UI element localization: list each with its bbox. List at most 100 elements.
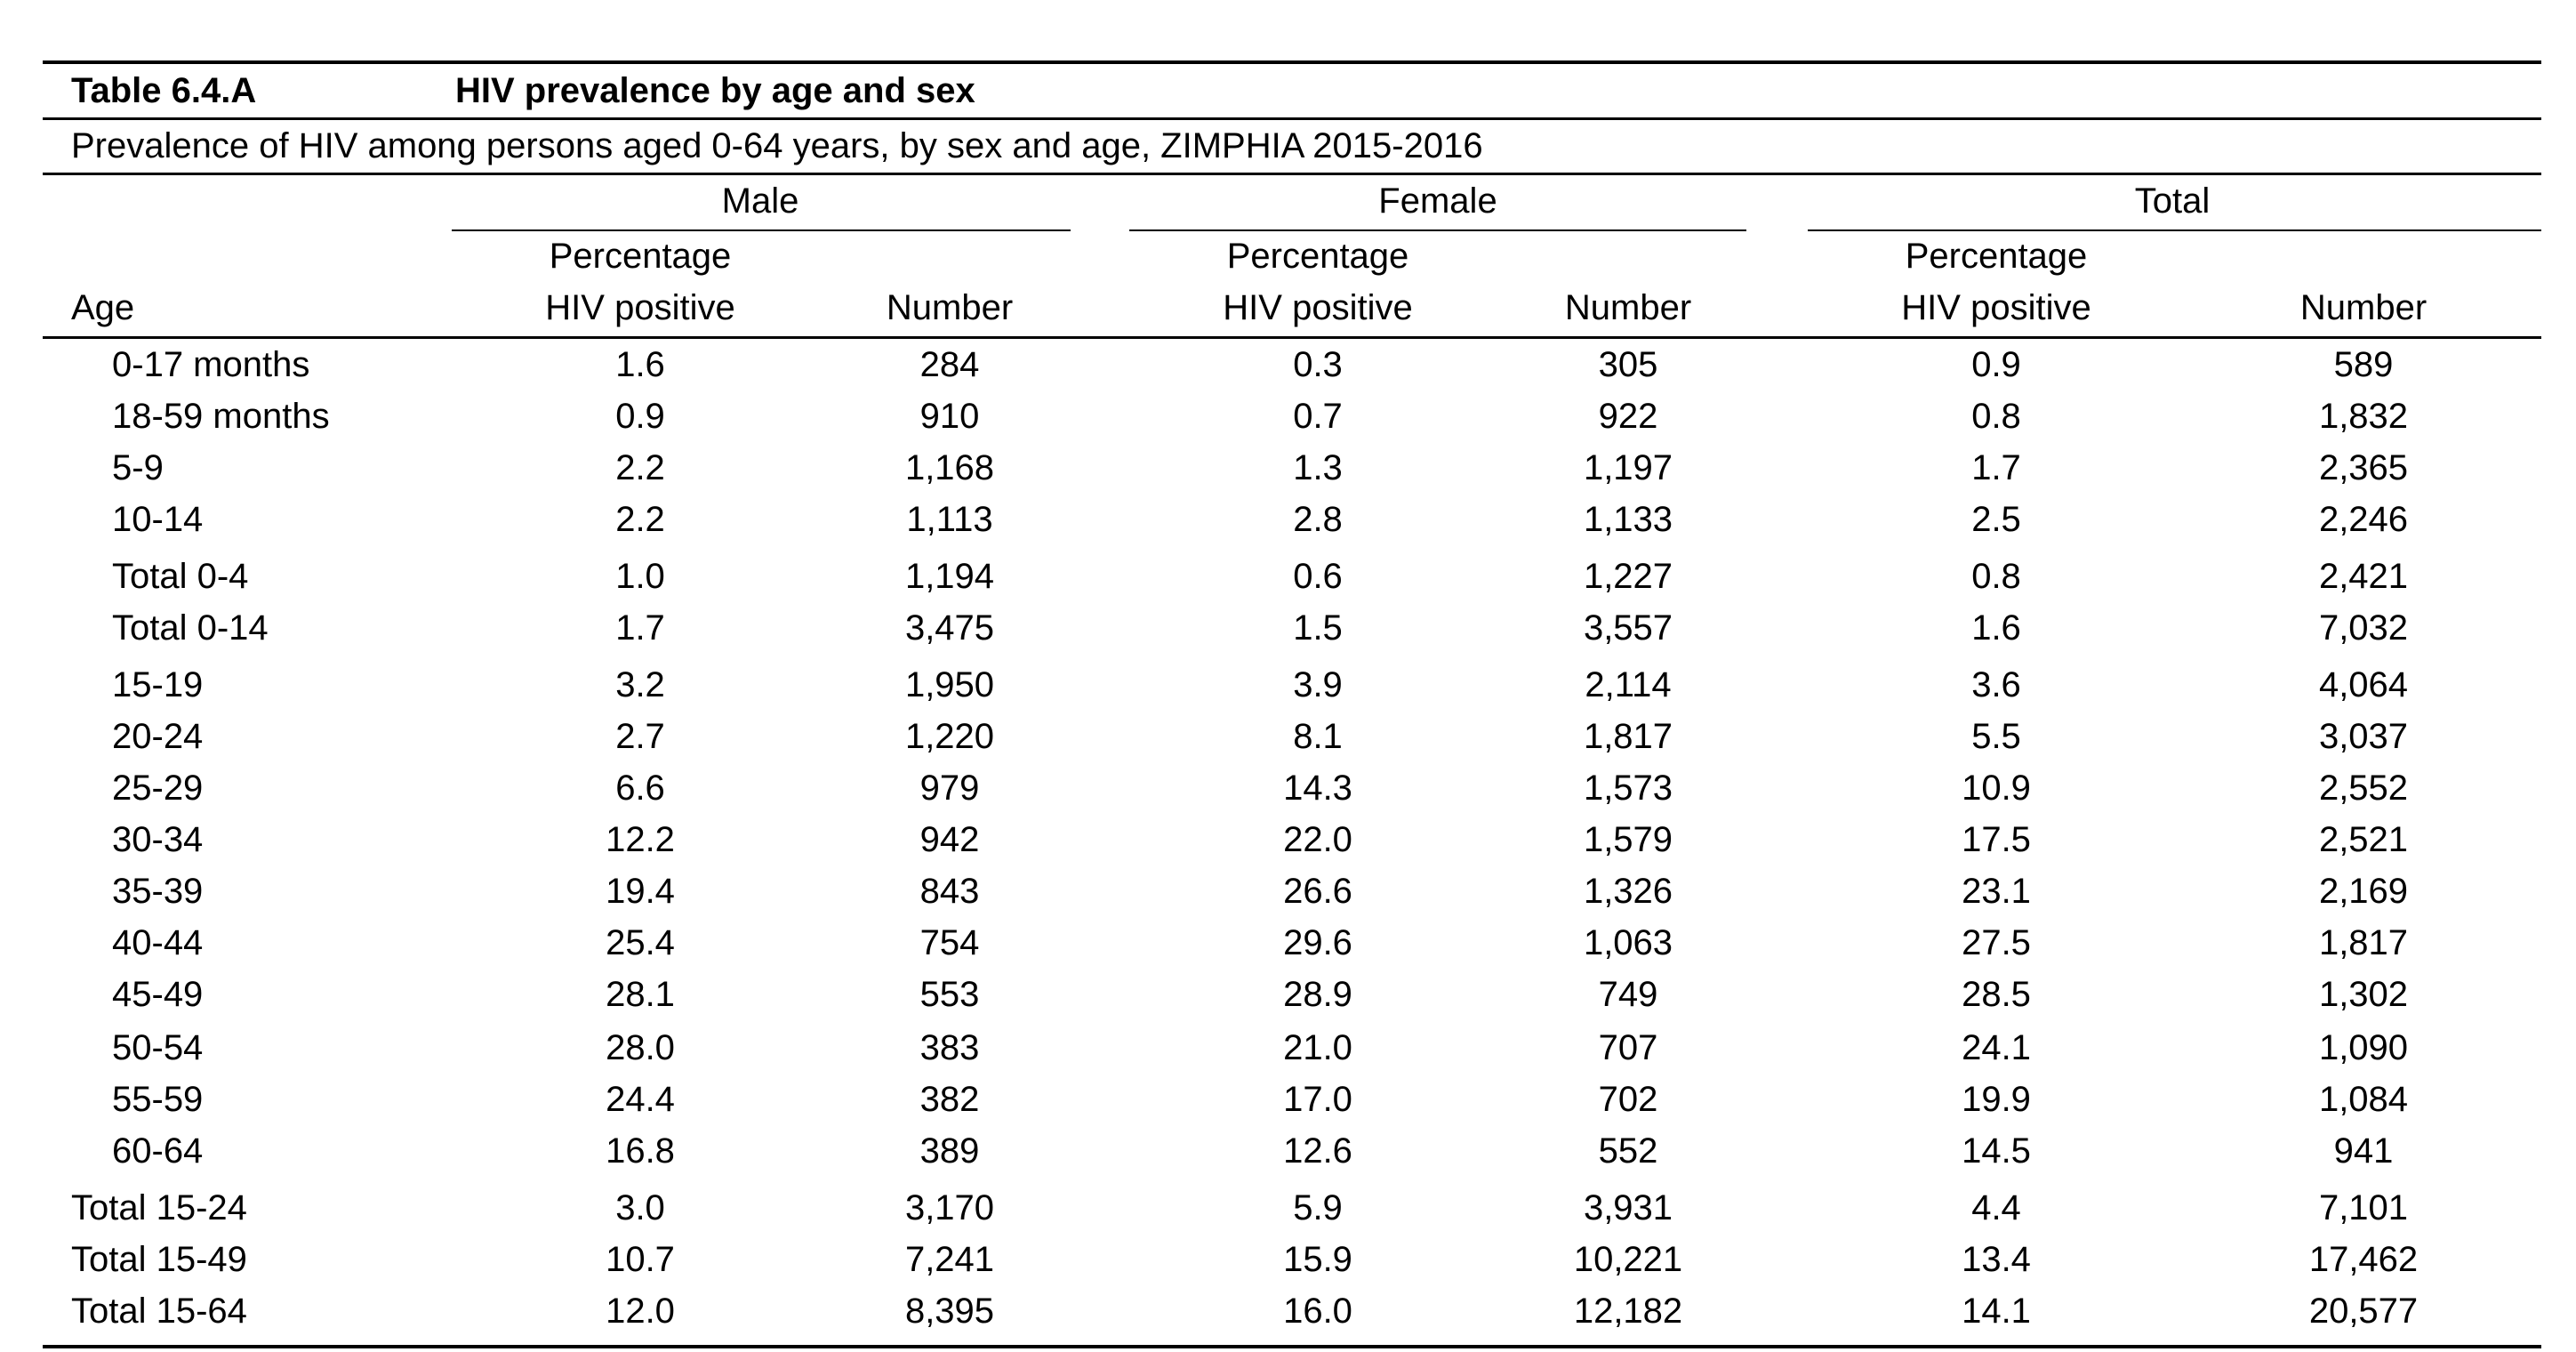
total-pct-cell: 0.9 — [1971, 345, 2021, 384]
total-pct-cell: 23.1 — [1962, 872, 2031, 911]
female-pct-cell: 8.1 — [1293, 717, 1343, 756]
male-pct-cell: 12.0 — [606, 1292, 675, 1331]
total-number-cell: 1,090 — [2318, 1028, 2409, 1067]
male-number-cell: 3,475 — [904, 608, 995, 648]
total-group-rule — [1808, 229, 2541, 231]
table-row: 25-29 6.6 979 14.3 1,573 10.9 2,552 — [43, 767, 2541, 809]
total-number-cell: 2,365 — [2318, 448, 2409, 487]
total-number-header: Number — [2299, 288, 2428, 327]
age-cell: 25-29 — [112, 769, 204, 808]
age-cell: 18-59 months — [112, 397, 330, 436]
total-number-cell: 4,064 — [2318, 665, 2409, 704]
female-number-cell: 1,579 — [1583, 820, 1673, 859]
male-pct-cell: 1.0 — [615, 557, 665, 596]
male-number-cell: 284 — [919, 345, 980, 384]
male-pct-cell: 0.9 — [615, 397, 665, 436]
total-pct-cell: 28.5 — [1962, 975, 2031, 1014]
female-pct-cell: 17.0 — [1283, 1080, 1352, 1119]
male-pct-cell: 1.6 — [615, 345, 665, 384]
age-header: Age — [71, 288, 135, 327]
male-group-rule — [452, 229, 1071, 231]
total-pct-cell: 17.5 — [1962, 820, 2031, 859]
title-rule — [43, 117, 2541, 120]
female-number-cell: 707 — [1598, 1028, 1658, 1067]
total-pct-cell: 13.4 — [1962, 1240, 2031, 1279]
table-row: 18-59 months 0.9 910 0.7 922 0.8 1,832 — [43, 395, 2541, 438]
female-pct-cell: 5.9 — [1293, 1188, 1343, 1227]
table-row: 15-19 3.2 1,950 3.9 2,114 3.6 4,064 — [43, 664, 2541, 706]
total-number-cell: 1,084 — [2318, 1080, 2409, 1119]
male-pct-cell: 12.2 — [606, 820, 675, 859]
age-cell: 35-39 — [112, 872, 204, 911]
female-number-cell: 1,227 — [1583, 557, 1673, 596]
male-number-cell: 1,220 — [904, 717, 995, 756]
table-row: 0-17 months 1.6 284 0.3 305 0.9 589 — [43, 343, 2541, 386]
age-cell: 10-14 — [112, 500, 204, 539]
table-row: 40-44 25.4 754 29.6 1,063 27.5 1,817 — [43, 921, 2541, 964]
female-pct-cell: 29.6 — [1283, 923, 1352, 962]
female-number-cell: 1,817 — [1583, 717, 1673, 756]
male-number-cell: 383 — [919, 1028, 980, 1067]
table-top-rule — [43, 60, 2541, 64]
total-pct-cell: 1.6 — [1971, 608, 2021, 648]
female-number-cell: 1,326 — [1583, 872, 1673, 911]
male-pct-cell: 25.4 — [606, 923, 675, 962]
age-cell: Total 0-4 — [112, 557, 249, 596]
male-pct-cell: 16.8 — [606, 1131, 675, 1171]
female-number-cell: 2,114 — [1585, 665, 1672, 704]
total-pct-cell: 3.6 — [1971, 665, 2021, 704]
female-pct-cell: 0.7 — [1293, 397, 1343, 436]
female-pct-cell: 0.6 — [1293, 557, 1343, 596]
female-pct-cell: 2.8 — [1293, 500, 1343, 539]
female-pct-header-line2: HIV positive — [1223, 288, 1413, 327]
group-header-male: Male — [721, 181, 799, 221]
female-number-cell: 10,221 — [1573, 1240, 1683, 1279]
female-number-cell: 1,133 — [1583, 500, 1673, 539]
male-number-cell: 389 — [919, 1131, 980, 1171]
table-row: Total 0-4 1.0 1,194 0.6 1,227 0.8 2,421 — [43, 555, 2541, 598]
male-pct-cell: 3.0 — [615, 1188, 665, 1227]
table-row: Total 0-14 1.7 3,475 1.5 3,557 1.6 7,032 — [43, 607, 2541, 649]
male-number-cell: 910 — [919, 397, 980, 436]
age-cell: 50-54 — [112, 1028, 204, 1067]
age-cell: 55-59 — [112, 1080, 204, 1119]
female-pct-cell: 22.0 — [1283, 820, 1352, 859]
male-pct-cell: 28.0 — [606, 1028, 675, 1067]
age-cell: Total 15-49 — [71, 1240, 247, 1279]
table-row: 5-9 2.2 1,168 1.3 1,197 1.7 2,365 — [43, 447, 2541, 489]
table-row: Total 15-64 12.0 8,395 16.0 12,182 14.1 20,577 — [43, 1290, 2541, 1332]
female-number-cell: 12,182 — [1573, 1292, 1683, 1331]
female-pct-cell: 14.3 — [1283, 769, 1352, 808]
age-cell: 20-24 — [112, 717, 204, 756]
total-pct-cell: 14.5 — [1962, 1131, 2031, 1171]
total-number-cell: 3,037 — [2318, 717, 2409, 756]
female-number-header: Number — [1564, 288, 1692, 327]
male-number-cell: 1,113 — [906, 500, 993, 539]
total-number-cell: 2,169 — [2318, 872, 2409, 911]
table-row: 45-49 28.1 553 28.9 749 28.5 1,302 — [43, 973, 2541, 1016]
male-pct-cell: 24.4 — [606, 1080, 675, 1119]
total-number-cell: 17,462 — [2308, 1240, 2419, 1279]
female-number-cell: 3,557 — [1583, 608, 1673, 648]
total-number-cell: 1,302 — [2318, 975, 2409, 1014]
male-number-cell: 1,194 — [904, 557, 995, 596]
female-pct-cell: 0.3 — [1293, 345, 1343, 384]
total-pct-cell: 5.5 — [1971, 717, 2021, 756]
female-group-rule — [1129, 229, 1746, 231]
table-row: 55-59 24.4 382 17.0 702 19.9 1,084 — [43, 1078, 2541, 1121]
caption-rule — [43, 173, 2541, 175]
total-pct-cell: 10.9 — [1962, 769, 2031, 808]
table-id: Table 6.4.A — [71, 71, 257, 110]
female-number-cell: 1,573 — [1583, 769, 1673, 808]
male-number-cell: 382 — [919, 1080, 980, 1119]
male-number-cell: 3,170 — [904, 1188, 995, 1227]
male-number-cell: 1,950 — [904, 665, 995, 704]
male-pct-cell: 3.2 — [615, 665, 665, 704]
header-rule — [43, 336, 2541, 339]
total-pct-header-line1: Percentage — [1905, 237, 2088, 276]
table-row: 20-24 2.7 1,220 8.1 1,817 5.5 3,037 — [43, 715, 2541, 758]
male-pct-cell: 1.7 — [615, 608, 665, 648]
male-number-header: Number — [886, 288, 1014, 327]
group-header-female: Female — [1378, 181, 1497, 221]
age-cell: 30-34 — [112, 820, 204, 859]
